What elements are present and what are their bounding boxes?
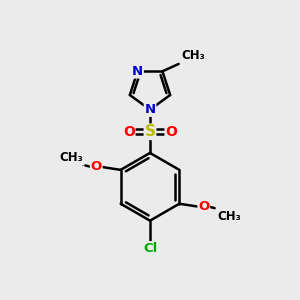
Text: CH₃: CH₃ (181, 49, 205, 62)
Text: methoxy: methoxy (82, 165, 88, 166)
Text: O: O (123, 125, 135, 139)
Text: N: N (144, 103, 156, 116)
Text: O: O (165, 125, 177, 139)
Text: CH₃: CH₃ (217, 210, 241, 223)
Text: N: N (132, 65, 143, 78)
Text: CH₃: CH₃ (59, 151, 83, 164)
Text: Cl: Cl (143, 242, 157, 255)
Text: O: O (91, 160, 102, 173)
Text: O: O (198, 200, 209, 213)
Text: S: S (145, 124, 155, 139)
